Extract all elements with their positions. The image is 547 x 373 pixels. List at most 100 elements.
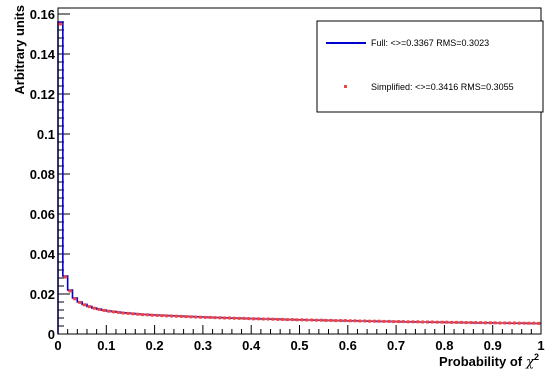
- simplified-point: [68, 289, 72, 293]
- simplified-point: [425, 320, 429, 324]
- simplified-point: [141, 313, 145, 317]
- y-tick-label: 0.1: [37, 127, 55, 142]
- x-tick-label: 0.8: [435, 338, 453, 353]
- x-tick-label: 0.1: [97, 338, 115, 353]
- legend-label-full: Full: <>=0.3367 RMS=0.3023: [371, 38, 489, 48]
- simplified-point: [155, 313, 159, 317]
- legend-box: [316, 20, 544, 113]
- simplified-point: [401, 320, 405, 324]
- legend-swatch-simplified: [344, 85, 347, 88]
- simplified-point: [165, 314, 169, 318]
- simplified-point: [232, 316, 236, 320]
- simplified-point: [483, 321, 487, 325]
- simplified-point: [512, 321, 516, 325]
- simplified-point: [271, 317, 275, 321]
- x-tick-label: 1: [537, 338, 544, 353]
- simplified-point: [83, 303, 87, 307]
- simplified-point: [242, 316, 246, 320]
- simplified-point: [329, 318, 333, 322]
- y-tick-label: 0.12: [30, 87, 55, 102]
- simplified-point: [387, 319, 391, 323]
- simplified-point: [377, 319, 381, 323]
- y-tick-label: 0.04: [30, 247, 56, 262]
- simplified-point: [126, 311, 130, 315]
- simplified-point: [343, 319, 347, 323]
- simplified-point: [256, 317, 260, 321]
- x-tick-label: 0.6: [339, 338, 357, 353]
- simplified-point: [237, 316, 241, 320]
- simplified-point: [435, 320, 439, 324]
- simplified-point: [213, 316, 217, 320]
- simplified-point: [503, 321, 507, 325]
- simplified-point: [227, 316, 231, 320]
- simplified-point: [517, 321, 521, 325]
- simplified-point: [112, 310, 116, 314]
- simplified-point: [324, 318, 328, 322]
- simplified-point: [363, 319, 367, 323]
- simplified-point: [194, 315, 198, 319]
- simplified-point: [392, 320, 396, 324]
- simplified-point: [252, 317, 256, 321]
- simplified-point: [281, 317, 285, 321]
- x-tick-label: 0: [54, 338, 61, 353]
- x-axis-title: Probability of χ2: [439, 352, 539, 370]
- y-tick-label: 0.08: [30, 167, 55, 182]
- simplified-point: [223, 316, 227, 320]
- simplified-point: [300, 318, 304, 322]
- simplified-point: [150, 313, 154, 317]
- simplified-point: [411, 320, 415, 324]
- simplified-point: [285, 318, 289, 322]
- simplified-point: [160, 314, 164, 318]
- simplified-point: [382, 319, 386, 323]
- simplified-point: [537, 321, 541, 325]
- simplified-point: [170, 314, 174, 318]
- simplified-point: [203, 315, 207, 319]
- simplified-point: [92, 306, 96, 310]
- y-tick-label: 0: [48, 327, 55, 342]
- simplified-point: [208, 315, 212, 319]
- simplified-point: [87, 305, 91, 309]
- simplified-point: [295, 318, 299, 322]
- simplified-point: [63, 275, 67, 279]
- simplified-point: [218, 316, 222, 320]
- simplified-point: [474, 321, 478, 325]
- x-tick-label: 0.3: [194, 338, 212, 353]
- simplified-point: [131, 312, 135, 316]
- x-tick-label: 0.2: [146, 338, 164, 353]
- y-tick-label: 0.14: [30, 47, 56, 62]
- simplified-point: [319, 318, 323, 322]
- y-axis-title: Arbitrary units: [12, 5, 27, 95]
- simplified-point: [179, 314, 183, 318]
- simplified-point: [102, 308, 106, 312]
- simplified-point: [184, 315, 188, 319]
- simplified-point: [189, 315, 193, 319]
- simplified-point: [440, 320, 444, 324]
- x-axis-title-symbol: χ: [525, 355, 535, 370]
- y-tick-label: 0.16: [30, 7, 55, 22]
- simplified-point: [266, 317, 270, 321]
- simplified-point: [353, 319, 357, 323]
- simplified-point: [97, 307, 101, 311]
- y-tick-label: 0.02: [30, 287, 55, 302]
- simplified-point: [290, 318, 294, 322]
- simplified-point: [450, 320, 454, 324]
- simplified-point: [58, 22, 62, 26]
- legend: Full: <>=0.3367 RMS=0.3023 Simplified: <…: [316, 20, 544, 113]
- simplified-point: [508, 321, 512, 325]
- simplified-point: [310, 318, 314, 322]
- simplified-point: [416, 320, 420, 324]
- simplified-point: [198, 315, 202, 319]
- simplified-point: [276, 317, 280, 321]
- axis-ticks: [57, 13, 542, 335]
- simplified-point: [368, 319, 372, 323]
- x-tick-label: 0.9: [484, 338, 502, 353]
- x-tick-label: 0.4: [242, 338, 261, 353]
- simplified-point: [479, 321, 483, 325]
- simplified-point: [372, 319, 376, 323]
- x-axis-title-superscript: 2: [534, 352, 539, 362]
- simplified-point: [136, 312, 140, 316]
- series-layer: [57, 21, 541, 334]
- simplified-point: [334, 319, 338, 323]
- simplified-point: [445, 320, 449, 324]
